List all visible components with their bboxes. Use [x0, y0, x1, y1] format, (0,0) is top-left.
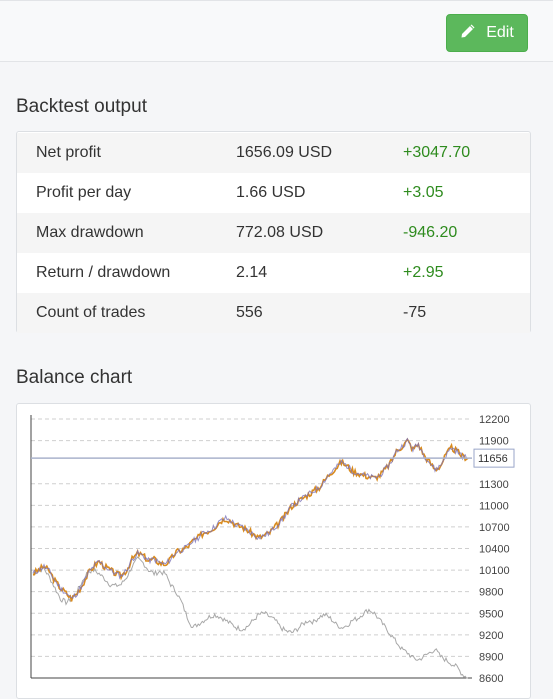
stats-label: Count of trades	[36, 304, 146, 321]
balance-chart-title: Balance chart	[16, 367, 133, 388]
backtest-output-title: Backtest output	[16, 96, 147, 117]
stats-label: Profit per day	[36, 184, 132, 201]
stats-row: Return / drawdown 2.14 +2.95	[17, 253, 530, 293]
stats-row: Net profit 1656.09 USD +3047.70	[17, 133, 530, 173]
comparison-series-line	[32, 556, 469, 679]
balance-chart-svg: 12200 11900 11300 11000 10700 10400 10100 9800 9…	[30, 414, 515, 685]
stats-value: 1.66 USD	[236, 184, 306, 201]
stats-delta: +2.95	[403, 264, 444, 281]
stats-row: Profit per day 1.66 USD +3.05	[17, 173, 530, 213]
edit-button[interactable]: Edit	[446, 14, 528, 52]
y-tick-label: 10400	[479, 544, 510, 556]
y-tick-label: 9800	[479, 587, 503, 599]
stats-value: 2.14	[236, 264, 268, 281]
stats-value: 772.08 USD	[236, 224, 324, 241]
balance-series-overlay-line	[32, 437, 469, 599]
current-value-box	[473, 448, 515, 468]
stats-label: Max drawdown	[36, 224, 144, 241]
stats-delta: +3.05	[403, 184, 444, 201]
y-tick-label: 8900	[479, 651, 503, 663]
backtest-stats-table: Net profit 1656.09 USD +3047.70 Profit per …	[16, 131, 531, 333]
stats-value: 556	[236, 304, 263, 321]
top-toolbar: Edit	[0, 0, 553, 62]
stats-label: Return / drawdown	[36, 264, 171, 281]
stats-delta: +3047.70	[403, 144, 471, 161]
y-tick-label: 9500	[479, 608, 503, 620]
stats-row: Count of trades 556 -75	[17, 293, 530, 333]
pencil-icon	[460, 23, 476, 44]
y-tick-label: 11000	[479, 500, 509, 512]
y-tick-label: 11900	[479, 436, 509, 448]
stats-value: 1656.09 USD	[236, 144, 333, 161]
y-tick-label: 10700	[479, 522, 510, 534]
stats-delta: -75	[403, 304, 427, 321]
y-tick-label: 12200	[479, 414, 510, 426]
stats-delta: -946.20	[403, 224, 458, 241]
edit-button-label: Edit	[486, 24, 514, 41]
y-tick-label: 9200	[479, 630, 503, 642]
stats-label: Net profit	[36, 144, 101, 161]
stats-row: Max drawdown 772.08 USD -946.20	[17, 213, 530, 253]
current-value-label: 11656	[478, 453, 508, 465]
balance-series-line	[32, 437, 469, 602]
y-tick-label: 11300	[479, 479, 509, 491]
balance-chart: 12200 11900 11300 11000 10700 10400 10100 9800 9…	[16, 403, 531, 699]
y-tick-label: 10100	[479, 565, 510, 577]
y-tick-label: 8600	[479, 673, 503, 685]
